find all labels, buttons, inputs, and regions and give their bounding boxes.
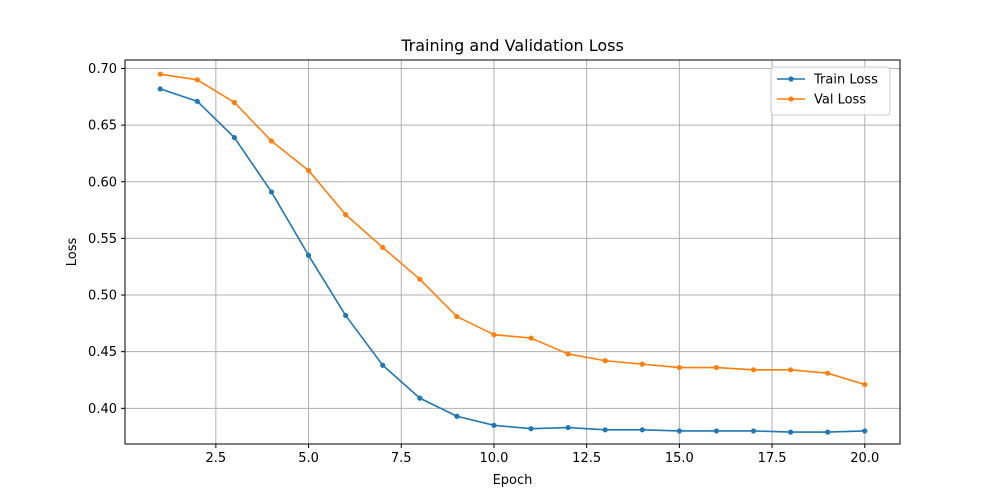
val-loss-series [157, 71, 868, 388]
x-tick-label: 20.0 [850, 451, 879, 466]
val-loss-point [417, 276, 423, 282]
val-loss-point [750, 367, 757, 373]
x-tick-label: 10.0 [479, 451, 508, 466]
train-loss-point [565, 424, 571, 431]
y-tick-label: 0.40 [88, 402, 117, 417]
y-axis-label: Loss [65, 238, 80, 267]
y-tick-label: 0.65 [88, 119, 117, 134]
axis-ticks: 2.5 5.0 7.5 10.0 12.5 15.0 17.5 20.0 0.40 0.45 0.5… [88, 62, 879, 466]
val-loss-point [231, 99, 237, 106]
x-tick-label: 12.5 [572, 451, 601, 466]
val-loss-point [343, 212, 349, 218]
val-loss-point [380, 244, 386, 251]
train-loss-point [825, 429, 831, 435]
train-loss-point [528, 426, 534, 432]
val-loss-point [676, 364, 682, 371]
val-loss-point [565, 351, 571, 357]
val-loss-point [788, 367, 794, 373]
y-tick-label: 0.60 [88, 175, 117, 190]
train-loss-point [268, 189, 275, 195]
val-loss-point [491, 332, 497, 338]
legend-label-train-loss: Train Loss [813, 73, 878, 88]
train-loss-point [194, 98, 200, 104]
x-tick-label: 15.0 [665, 451, 694, 466]
train-loss-point [788, 429, 794, 435]
val-loss-point [602, 358, 608, 364]
val-loss-point [157, 71, 163, 77]
val-loss-point [713, 364, 720, 371]
y-tick-label: 0.70 [88, 62, 117, 77]
val-loss-point [825, 370, 831, 376]
grid [125, 60, 900, 444]
val-loss-point [639, 361, 645, 367]
train-loss-line [159, 88, 865, 433]
y-tick-label: 0.45 [88, 345, 117, 360]
x-axis-label: Epoch [493, 473, 533, 488]
series [157, 71, 868, 435]
train-loss-point [380, 362, 386, 368]
val-loss-line [160, 73, 866, 386]
train-loss-point [713, 428, 720, 434]
legend: Train Loss Val Loss [770, 66, 891, 116]
train-loss-point [676, 428, 682, 434]
val-loss-point [862, 381, 868, 388]
train-loss-point [157, 86, 163, 92]
val-loss-point [454, 313, 460, 320]
y-tick-label: 0.50 [88, 289, 117, 304]
train-loss-point [750, 428, 757, 434]
train-loss-point [862, 428, 868, 434]
x-tick-label: 2.5 [206, 451, 227, 466]
train-loss-series [157, 86, 868, 435]
train-loss-point [417, 395, 423, 401]
train-loss-point [231, 134, 237, 141]
train-loss-point [602, 427, 608, 433]
y-tick-label: 0.55 [88, 232, 117, 247]
train-loss-point [639, 427, 645, 433]
val-loss-point [305, 167, 312, 174]
plot-area [124, 59, 901, 445]
val-loss-point [194, 77, 200, 83]
train-loss-point [454, 413, 460, 419]
legend-marker-val-loss [788, 96, 794, 102]
val-loss-point [528, 335, 534, 341]
legend-label-val-loss: Val Loss [814, 93, 866, 108]
train-loss-point [491, 422, 497, 428]
x-tick-label: 7.5 [391, 451, 412, 466]
chart-title: Training and Validation Loss [400, 36, 624, 55]
train-loss-point [343, 312, 349, 319]
legend-marker-train-loss [788, 76, 794, 82]
x-tick-label: 5.0 [298, 451, 319, 466]
train-loss-point [305, 252, 312, 258]
x-tick-label: 17.5 [758, 451, 787, 466]
val-loss-point [268, 138, 275, 144]
